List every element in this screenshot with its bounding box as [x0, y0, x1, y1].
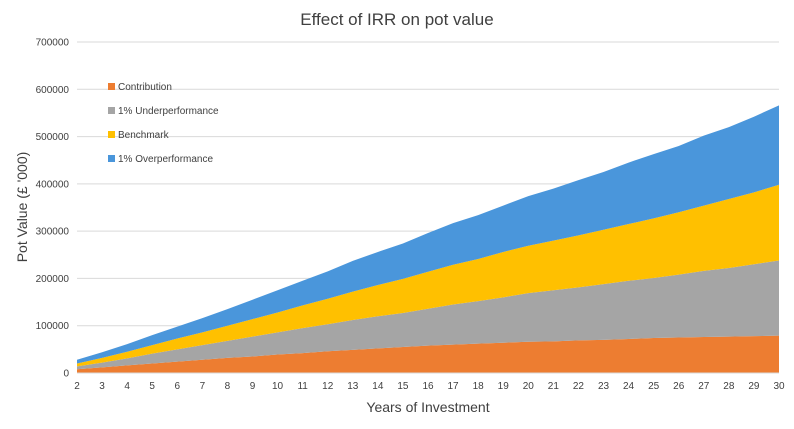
- area-series-group: [77, 105, 779, 373]
- y-tick-label: 300000: [36, 227, 70, 238]
- x-tick-label: 8: [225, 381, 231, 392]
- legend-swatch: [108, 131, 115, 138]
- x-tick-label: 27: [698, 381, 710, 392]
- y-tick-label: 400000: [36, 179, 70, 190]
- legend-label: 1% Underperformance: [118, 106, 219, 117]
- y-axis: 0 100000 200000 300000 400000 500000 600000 700…: [36, 38, 70, 380]
- y-tick-label: 0: [63, 369, 69, 380]
- legend-swatch: [108, 107, 115, 114]
- x-tick-label: 20: [523, 381, 535, 392]
- x-tick-label: 23: [598, 381, 610, 392]
- x-tick-label: 12: [322, 381, 334, 392]
- x-tick-label: 11: [297, 381, 308, 392]
- x-tick-label: 22: [573, 381, 585, 392]
- x-tick-label: 3: [99, 381, 105, 392]
- x-tick-label: 4: [124, 381, 130, 392]
- x-tick-label: 15: [397, 381, 409, 392]
- x-tick-label: 18: [473, 381, 485, 392]
- x-tick-label: 9: [250, 381, 256, 392]
- x-tick-label: 25: [648, 381, 660, 392]
- legend-swatch: [108, 155, 115, 162]
- x-tick-label: 10: [272, 381, 284, 392]
- chart-title: Effect of IRR on pot value: [300, 10, 493, 29]
- y-tick-label: 700000: [36, 38, 70, 49]
- legend-label: Contribution: [118, 82, 172, 93]
- x-tick-label: 5: [149, 381, 155, 392]
- area-series-1: [77, 260, 779, 370]
- x-tick-label: 14: [372, 381, 384, 392]
- x-tick-label: 29: [748, 381, 760, 392]
- x-tick-label: 28: [723, 381, 735, 392]
- x-tick-label: 19: [498, 381, 510, 392]
- legend-label: Benchmark: [118, 130, 170, 141]
- y-tick-label: 600000: [36, 85, 70, 96]
- x-tick-label: 24: [623, 381, 635, 392]
- x-tick-label: 30: [773, 381, 785, 392]
- x-tick-label: 26: [673, 381, 685, 392]
- x-tick-label: 7: [200, 381, 206, 392]
- area-series-0: [77, 335, 779, 373]
- y-tick-label: 200000: [36, 274, 70, 285]
- x-tick-label: 16: [422, 381, 434, 392]
- y-tick-label: 100000: [36, 321, 70, 332]
- x-tick-label: 2: [74, 381, 80, 392]
- x-axis-title: Years of Investment: [366, 399, 489, 415]
- x-tick-label: 13: [347, 381, 359, 392]
- legend-swatch: [108, 83, 115, 90]
- x-tick-label: 17: [448, 381, 460, 392]
- area-series-3: [77, 105, 779, 364]
- y-axis-title: Pot Value (£ '000): [14, 152, 30, 263]
- area-series-2: [77, 184, 779, 367]
- x-tick-label: 21: [548, 381, 560, 392]
- x-axis: 2 3 4 5 6 7 8 9 10 11 12 13 14 15 16 17 18 19 20 21 22 23 24 25…: [74, 372, 785, 392]
- y-tick-label: 500000: [36, 132, 70, 143]
- legend-label: 1% Overperformance: [118, 154, 213, 165]
- legend: Contribution 1% Underperformance Benchmark…: [108, 82, 219, 165]
- x-tick-label: 6: [175, 381, 181, 392]
